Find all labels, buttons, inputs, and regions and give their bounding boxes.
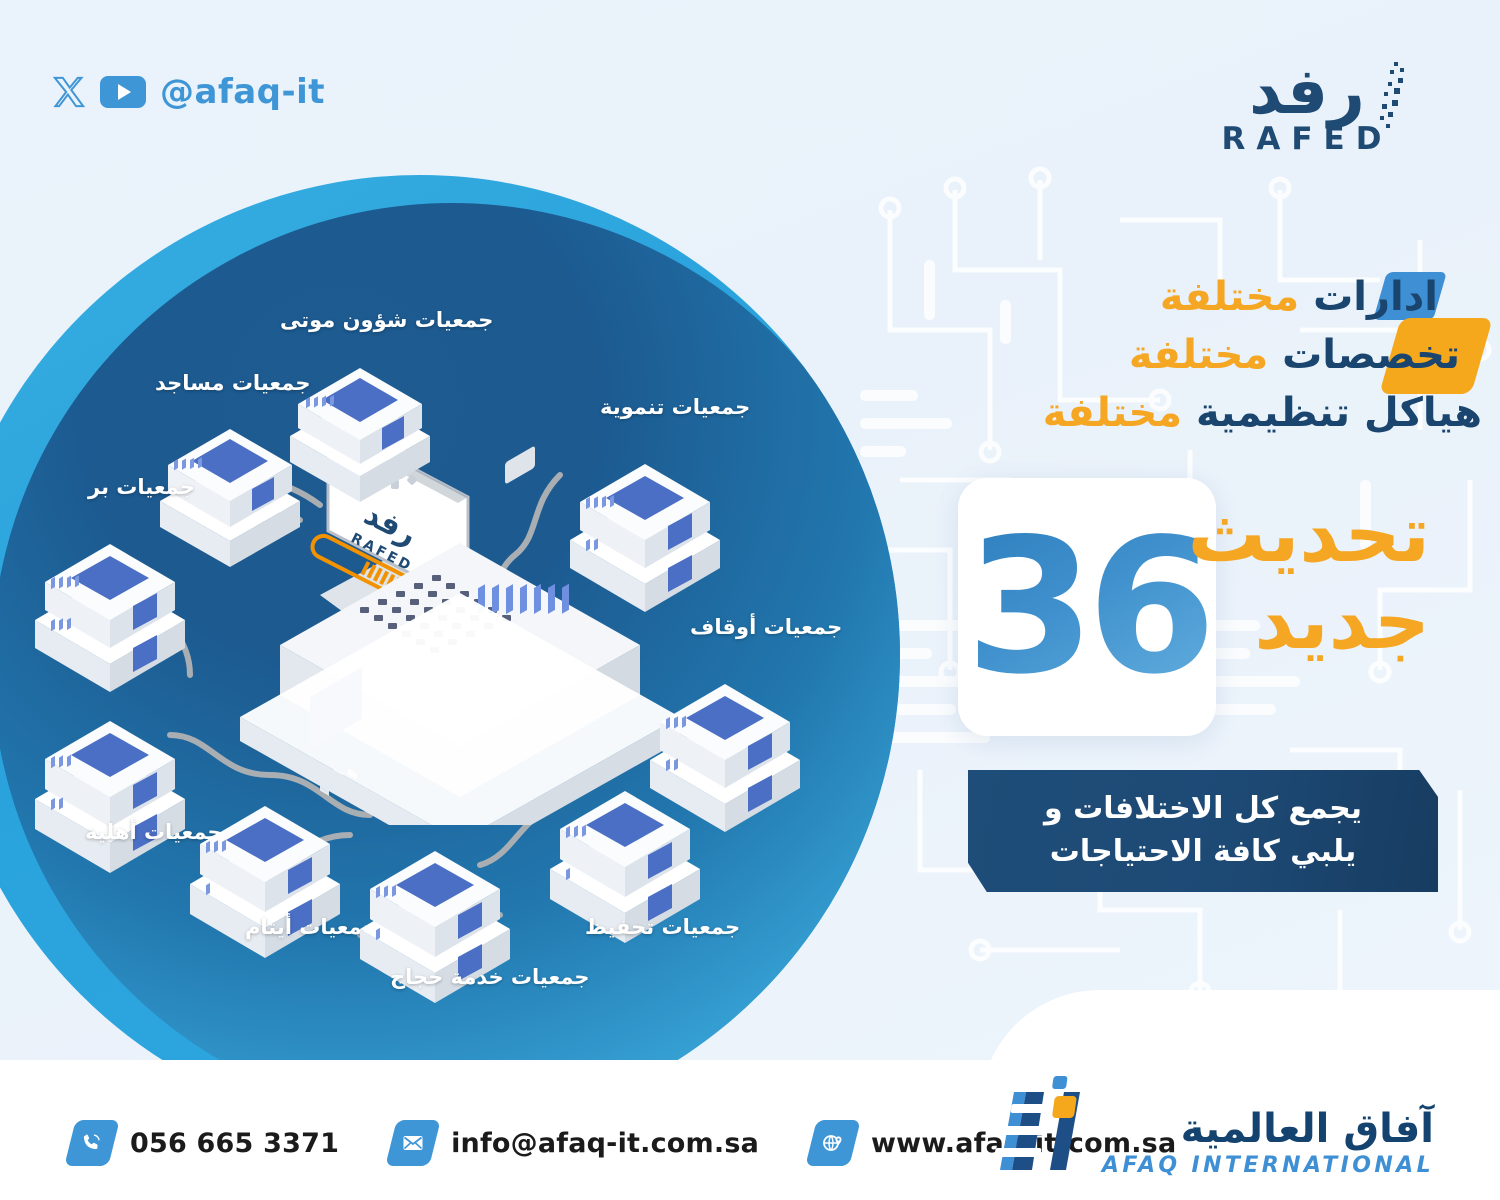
play-triangle-icon xyxy=(118,84,131,100)
central-rafed-server: رفد RAFED xyxy=(240,420,680,825)
node-label-civil: جمعيات أهلية xyxy=(85,820,223,844)
headline-row-1: ادارات مختلفة xyxy=(878,268,1438,326)
node-label-development: جمعيات تنموية xyxy=(600,395,751,419)
tagline-line1: يجمع كل الاختلافات و xyxy=(1043,791,1363,827)
x-twitter-icon[interactable] xyxy=(52,75,86,109)
afaq-name-latin: AFAQ INTERNATIONAL xyxy=(1101,1153,1434,1178)
contact-phone[interactable]: 056 665 3371 xyxy=(64,1120,340,1166)
headline-2-highlight: مختلفة xyxy=(1128,332,1269,378)
headline-3-highlight: مختلفة xyxy=(1042,390,1183,436)
rafed-logo: رفد RAFED xyxy=(1192,55,1422,157)
phone-icon xyxy=(64,1120,120,1166)
afaq-logo-text: آفاق العالمية AFAQ INTERNATIONAL xyxy=(1101,1106,1435,1178)
node-orphans[interactable] xyxy=(170,780,360,965)
node-label-deceased-affairs: جمعيات شؤون موتى xyxy=(280,308,494,332)
afaq-logo-mark xyxy=(994,1076,1080,1170)
social-handle-group: @afaq-it xyxy=(52,72,325,112)
node-pilgrim-service[interactable] xyxy=(340,825,530,1010)
node-deceased-affairs[interactable] xyxy=(270,350,450,520)
diagram-circle: رفد RAFED xyxy=(0,175,900,1135)
contact-email[interactable]: info@afaq-it.com.sa xyxy=(385,1120,760,1166)
headline-3-prefix: هياكل تنظيمية xyxy=(1195,390,1482,436)
afaq-name-arabic: آفاق العالمية xyxy=(1180,1106,1435,1152)
node-label-mosques: جمعيات مساجد xyxy=(155,371,311,395)
email-icon xyxy=(385,1120,441,1166)
email-address: info@afaq-it.com.sa xyxy=(451,1127,760,1159)
headline-row-3: هياكل تنظيمية مختلفة xyxy=(878,384,1482,442)
node-civil[interactable] xyxy=(15,695,205,880)
node-label-pilgrim-service: جمعيات خدمة حجاج xyxy=(390,965,590,989)
headline-2-prefix: تخصصات xyxy=(1282,332,1460,378)
node-endowments[interactable] xyxy=(630,660,820,840)
node-label-endowments: جمعيات أوقاف xyxy=(690,615,843,639)
headline-row-2: تخصصات مختلفة xyxy=(878,326,1460,384)
update-label-line2: جديد xyxy=(1254,577,1430,668)
update-count-card: 36 xyxy=(958,478,1216,736)
node-development[interactable] xyxy=(550,440,740,620)
rafed-dots-decoration xyxy=(1380,62,1404,128)
update-count-number: 36 xyxy=(965,498,1217,715)
update-label: تحديث جديد xyxy=(1180,490,1430,668)
node-label-quran-memorization: جمعيات تحفيظ xyxy=(585,915,741,939)
headline-1-prefix: ادارات xyxy=(1313,274,1438,320)
rafed-logo-arabic: رفد xyxy=(1249,55,1367,129)
footer-bar: 056 665 3371 info@afaq-it.com.sa xyxy=(0,1060,1500,1200)
node-mosques[interactable] xyxy=(140,415,320,585)
node-label-benevolence: جمعيات بر xyxy=(88,475,195,499)
tagline-banner: يجمع كل الاختلافات و يلبي كافة الاحتياجا… xyxy=(968,770,1438,892)
afaq-international-logo: آفاق العالمية AFAQ INTERNATIONAL xyxy=(992,1074,1435,1178)
update-label-line1: تحديث xyxy=(1187,490,1430,580)
node-benevolence[interactable] xyxy=(15,520,205,700)
headline-1-highlight: مختلفة xyxy=(1159,274,1300,320)
social-handle-text: @afaq-it xyxy=(160,72,326,112)
phone-number: 056 665 3371 xyxy=(130,1127,340,1159)
tagline-text: يجمع كل الاختلافات و يلبي كافة الاحتياجا… xyxy=(1044,788,1362,873)
tagline-line2: يلبي كافة الاحتياجات xyxy=(1049,834,1357,869)
globe-location-icon xyxy=(805,1120,861,1166)
node-label-orphans: جمعيات أيتام xyxy=(245,915,378,939)
rafed-logo-latin: RAFED xyxy=(1221,120,1393,157)
headline-group: ادارات مختلفة تخصصات مختلفة هياكل تنظيمي… xyxy=(878,268,1482,442)
youtube-icon[interactable] xyxy=(100,76,146,108)
node-quran-memorization[interactable] xyxy=(530,765,720,950)
